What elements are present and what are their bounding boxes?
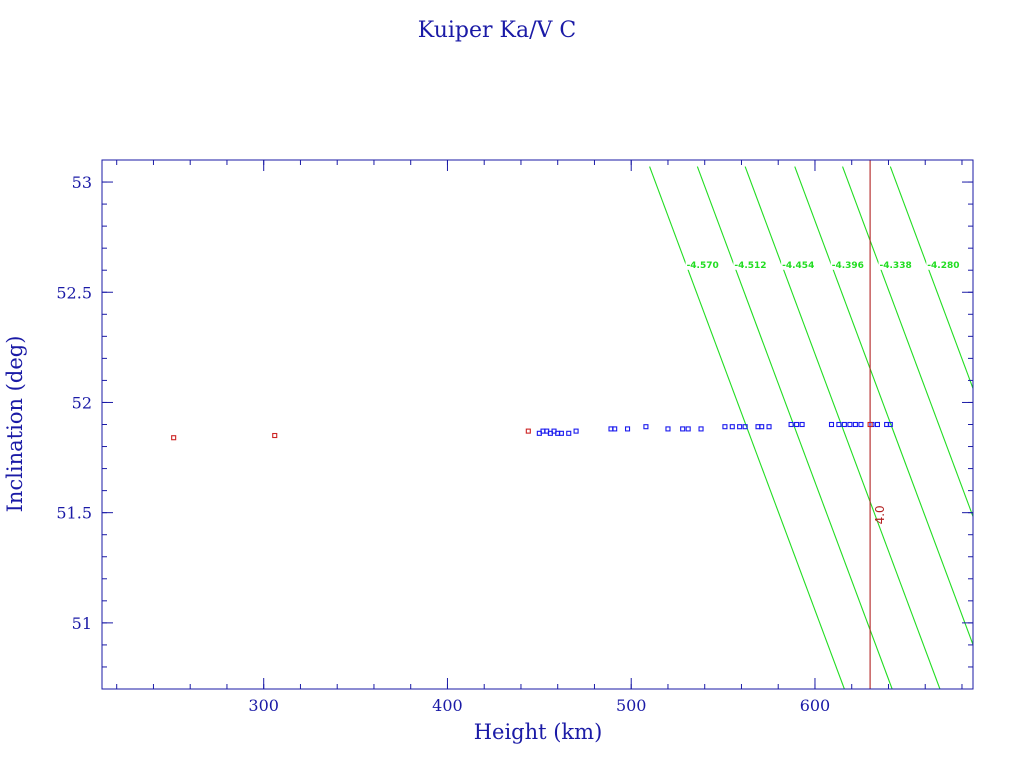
blue-data-point xyxy=(847,421,853,428)
red-data-point xyxy=(867,421,873,428)
red-data-point xyxy=(171,435,177,441)
blue-data-point xyxy=(698,426,704,432)
x-axis-label: Height (km) xyxy=(474,720,603,744)
blue-data-point xyxy=(573,428,579,434)
blue-data-point xyxy=(841,421,847,428)
contour-label: -4.512 xyxy=(734,261,766,271)
chart-title: Kuiper Ka/V C xyxy=(418,18,576,43)
blue-data-point xyxy=(858,421,864,428)
blue-data-point xyxy=(643,424,649,430)
contour-label: -4.454 xyxy=(782,261,814,271)
contour-label-bg xyxy=(733,258,772,270)
blue-data-point xyxy=(680,426,686,432)
contour-line xyxy=(842,166,973,519)
red-data-point xyxy=(525,428,531,434)
blue-data-point xyxy=(685,426,691,432)
contour-label: -4.280 xyxy=(927,261,959,271)
plot-layer: -4.570 -4.512 -4.454 -4.396 -4.338 -4.280 4.0 3… xyxy=(56,159,974,715)
y-axis-label: Inclination (deg) xyxy=(3,336,27,513)
blue-data-point xyxy=(566,430,572,436)
blue-data-point xyxy=(722,424,728,430)
blue-data-point xyxy=(742,424,748,430)
blue-data-point xyxy=(874,421,880,428)
blue-data-point xyxy=(558,430,564,436)
blue-data-point xyxy=(828,421,835,428)
x-tick-label: 500 xyxy=(616,696,647,715)
contour-label-bg xyxy=(685,258,724,270)
x-tick-label: 300 xyxy=(248,696,279,715)
contour-line xyxy=(794,166,973,647)
vertical-line-label: 4.0 xyxy=(873,505,887,524)
blue-data-point xyxy=(665,426,671,432)
y-tick-label: 51 xyxy=(72,614,92,633)
blue-data-point xyxy=(799,421,805,428)
contour-label: -4.396 xyxy=(832,261,864,271)
blue-data-point xyxy=(729,424,735,430)
blue-data-point xyxy=(624,426,631,432)
blue-data-point xyxy=(794,421,800,428)
blue-data-point xyxy=(887,421,893,428)
blue-data-point xyxy=(766,424,772,430)
y-tick-label: 52 xyxy=(72,393,92,412)
blue-data-point xyxy=(788,421,794,428)
blue-data-point xyxy=(852,421,858,428)
x-tick-label: 600 xyxy=(800,696,831,715)
blue-data-point xyxy=(759,424,765,430)
y-tick-label: 53 xyxy=(72,173,92,192)
contour-line xyxy=(889,166,973,390)
x-tick-label: 400 xyxy=(432,696,463,715)
contour-label-bg xyxy=(830,258,869,270)
contour-label: -4.338 xyxy=(880,261,912,271)
contour-line xyxy=(696,166,893,689)
contour-line xyxy=(744,166,941,689)
blue-data-point xyxy=(612,426,618,432)
contour-label-bg xyxy=(926,258,965,270)
contour-label-bg xyxy=(878,258,917,270)
blue-data-point xyxy=(836,421,842,428)
red-data-point xyxy=(272,432,278,439)
y-tick-label: 52.5 xyxy=(56,283,92,302)
contour-label-bg xyxy=(781,258,820,270)
y-tick-label: 51.5 xyxy=(56,504,92,523)
contour-label: -4.570 xyxy=(687,261,719,271)
blue-data-point xyxy=(737,424,743,430)
